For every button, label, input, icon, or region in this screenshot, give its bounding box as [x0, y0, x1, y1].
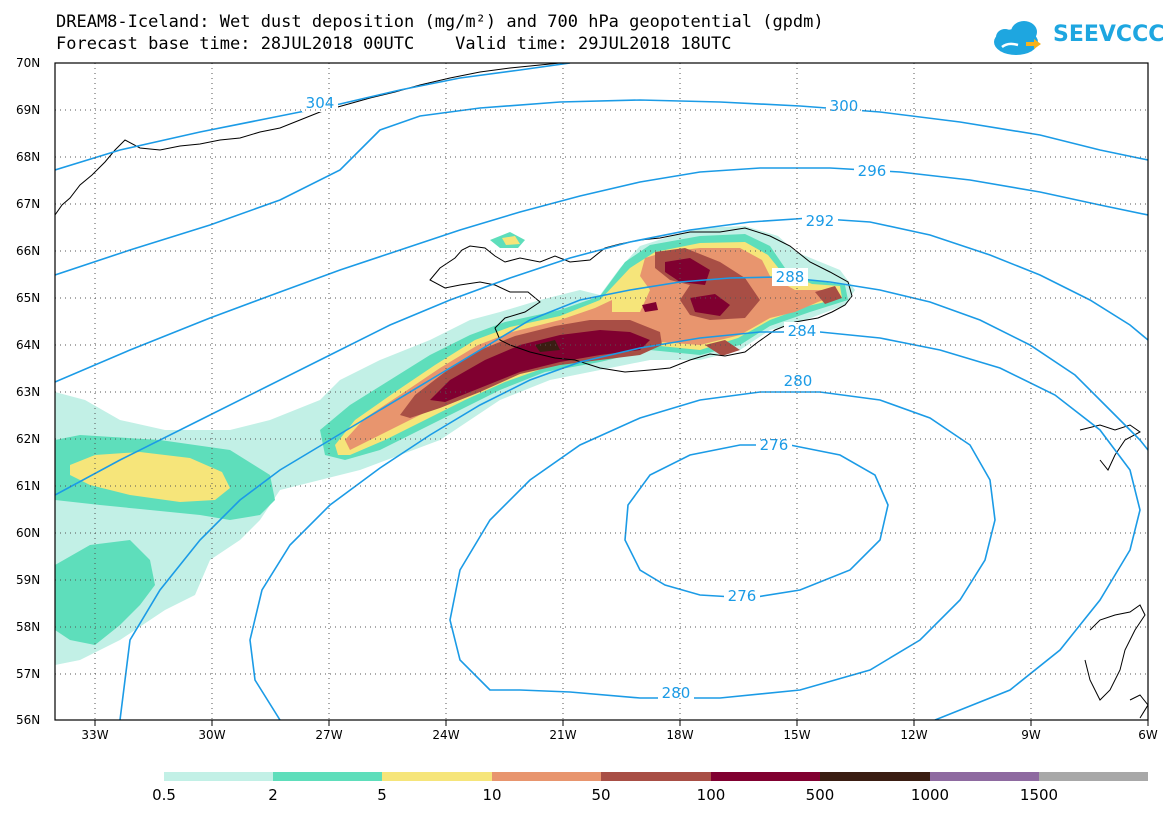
- lon-label: 27W: [315, 728, 343, 742]
- coastlines: [55, 63, 1148, 719]
- gridlines: [55, 63, 1148, 720]
- colorbar-label: 5: [377, 786, 387, 804]
- lat-label: 62N: [16, 432, 41, 446]
- lat-label: 63N: [16, 385, 41, 399]
- lon-label: 21W: [549, 728, 577, 742]
- lat-label: 64N: [16, 338, 41, 352]
- colorbar: [164, 772, 1148, 781]
- lon-label: 12W: [900, 728, 928, 742]
- contour-label: 280: [662, 684, 691, 702]
- dust-shade-500: [535, 340, 560, 352]
- cloud-arrow-icon: [994, 21, 1041, 55]
- lon-label: 30W: [198, 728, 226, 742]
- colorbar-swatch: [273, 772, 382, 781]
- contour-296: [55, 167, 1148, 383]
- lat-label: 57N: [16, 667, 41, 681]
- contour-label: 292: [806, 212, 835, 230]
- contour-304: [55, 63, 571, 171]
- lat-label: 69N: [16, 103, 41, 117]
- contour-label: 276: [728, 587, 757, 605]
- contour-label: 280: [784, 372, 813, 390]
- colorbar-swatch: [930, 772, 1039, 781]
- colorbar-swatch: [820, 772, 930, 781]
- colorbar-label: 1000: [910, 786, 950, 804]
- contour-label: 288: [776, 268, 805, 286]
- lat-label: 59N: [16, 573, 41, 587]
- colorbar-swatch: [382, 772, 492, 781]
- lat-label: 56N: [16, 713, 41, 727]
- lon-label: 18W: [666, 728, 694, 742]
- colorbar-label: 10: [482, 786, 502, 804]
- colorbar-swatch: [711, 772, 820, 781]
- map-subtitle: Forecast base time: 28JUL2018 00UTC Vali…: [56, 34, 732, 54]
- lat-label: 68N: [16, 150, 41, 164]
- colorbar-label: 0.5: [152, 786, 176, 804]
- contour-280: [449, 391, 996, 699]
- dust-deposition-field: [55, 226, 855, 665]
- geopotential-contours: [55, 63, 1148, 720]
- colorbar-swatch: [492, 772, 601, 781]
- lon-label: 6W: [1138, 728, 1158, 742]
- colorbar-label: 500: [805, 786, 835, 804]
- contour-labels: 304 300 296 292 288 284 280 276 276 280: [302, 94, 890, 702]
- contour-label: 276: [760, 436, 789, 454]
- map-title: DREAM8-Iceland: Wet dust deposition (mg/…: [56, 12, 824, 32]
- map-frame: [54, 62, 1149, 721]
- lon-label: 24W: [432, 728, 460, 742]
- lat-label: 65N: [16, 291, 41, 305]
- colorbar-label: 100: [696, 786, 726, 804]
- contour-276: [624, 444, 889, 599]
- colorbar-swatch: [601, 772, 711, 781]
- lat-label: 66N: [16, 244, 41, 258]
- lat-label: 67N: [16, 197, 41, 211]
- contour-label: 304: [306, 94, 335, 112]
- seevccc-logo: [994, 21, 1041, 55]
- colorbar-swatch: [164, 772, 273, 781]
- lat-label: 60N: [16, 526, 41, 540]
- lat-label: 61N: [16, 479, 41, 493]
- dust-shade-100: [430, 330, 650, 402]
- contour-label: 284: [788, 322, 817, 340]
- lon-label: 9W: [1021, 728, 1041, 742]
- contour-300: [55, 99, 1148, 276]
- lon-label: 33W: [81, 728, 109, 742]
- colorbar-label: 1500: [1019, 786, 1059, 804]
- colorbar-label: 2: [268, 786, 278, 804]
- colorbar-label: 50: [591, 786, 611, 804]
- lon-label: 15W: [783, 728, 811, 742]
- contour-label: 300: [830, 97, 859, 115]
- colorbar-swatch: [1039, 772, 1148, 781]
- lat-label: 70N: [16, 56, 41, 70]
- contour-292: [55, 217, 1148, 496]
- lat-label: 58N: [16, 620, 41, 634]
- logo-text: SEEVCCC: [1053, 22, 1165, 47]
- contour-label: 296: [858, 162, 887, 180]
